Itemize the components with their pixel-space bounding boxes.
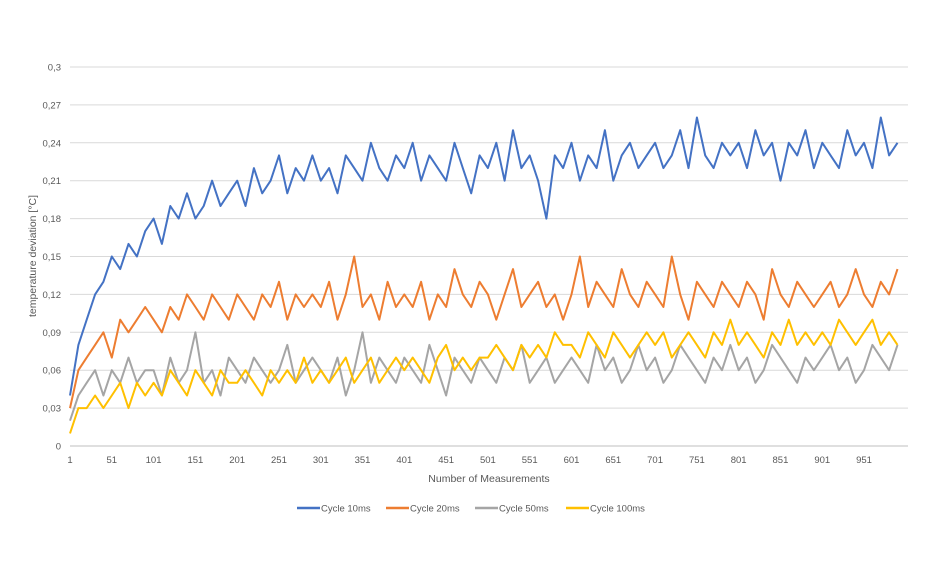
y-tick-label: 0,18 [43,214,62,225]
legend-item: Cycle 10ms [297,504,371,515]
series-lines [69,116,899,434]
y-tick-label: 0,3 [48,63,61,74]
x-tick-label: 201 [229,455,245,466]
x-tick-label: 551 [522,455,538,466]
legend-label: Cycle 50ms [499,504,549,515]
x-tick-label: 51 [107,455,118,466]
legend-item: Cycle 20ms [386,504,460,515]
y-tick-label: 0,03 [43,404,62,415]
y-axis-ticks: 0 0,03 0,06 0,09 0,12 0,15 0,18 0,21 0,24 0,27 0,3 [43,63,62,453]
x-tick-label: 901 [814,455,830,466]
y-axis-title: temperature deviation [°C] [27,195,39,317]
y-tick-label: 0,15 [43,252,62,263]
x-axis-ticks: 1 51 101 151 201 251 301 351 401 451 501 551 601 651 7… [67,455,872,466]
legend-item: Cycle 100ms [566,504,645,515]
legend-label: Cycle 20ms [410,504,460,515]
x-tick-label: 751 [689,455,705,466]
x-tick-label: 451 [438,455,454,466]
x-tick-label: 501 [480,455,496,466]
x-tick-label: 601 [564,455,580,466]
x-tick-label: 801 [731,455,747,466]
series-line-cycle-50ms [69,331,899,422]
series-line-cycle-20ms [69,255,899,409]
legend-item: Cycle 50ms [475,504,549,515]
x-tick-label: 151 [187,455,203,466]
y-tick-label: 0,09 [43,328,62,339]
y-tick-label: 0,06 [43,366,62,377]
legend-label: Cycle 10ms [321,504,371,515]
legend-label: Cycle 100ms [590,504,645,515]
x-tick-label: 851 [773,455,789,466]
series-line-cycle-100ms [69,318,899,434]
y-tick-label: 0,12 [43,290,62,301]
x-axis-title: Number of Measurements [428,473,549,485]
y-tick-label: 0,24 [43,138,62,149]
x-tick-label: 301 [313,455,329,466]
series-line-cycle-10ms [69,116,899,396]
x-tick-label: 401 [396,455,412,466]
x-tick-label: 101 [146,455,162,466]
y-tick-label: 0,27 [43,100,62,111]
y-tick-label: 0 [56,442,61,453]
x-tick-label: 651 [605,455,621,466]
gridlines [70,66,908,447]
x-tick-label: 351 [355,455,371,466]
legend: Cycle 10ms Cycle 20ms Cycle 50ms Cycle 100m… [297,504,645,515]
x-tick-label: 1 [67,455,72,466]
x-tick-label: 951 [856,455,872,466]
y-tick-label: 0,21 [43,176,62,187]
x-tick-label: 701 [647,455,663,466]
x-tick-label: 251 [271,455,287,466]
